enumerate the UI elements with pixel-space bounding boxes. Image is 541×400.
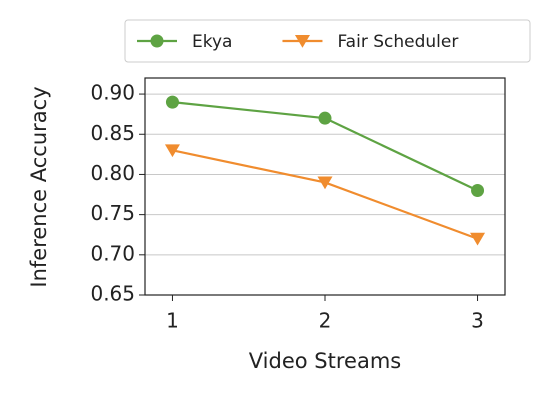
marker [318, 111, 332, 125]
y-tick-label: 0.75 [90, 201, 135, 225]
marker [317, 176, 333, 190]
marker [164, 144, 180, 158]
x-tick-label: 1 [166, 309, 179, 333]
x-axis-label: Video Streams [249, 349, 401, 373]
y-tick-label: 0.70 [90, 241, 135, 265]
y-tick-label: 0.85 [90, 121, 135, 145]
legend-box [124, 19, 531, 63]
series-line [172, 149, 478, 240]
x-tick-label: 3 [471, 309, 484, 333]
x-tick-label: 2 [319, 309, 332, 333]
y-tick-label: 0.65 [90, 282, 135, 306]
y-axis-label: Inference Accuracy [27, 86, 51, 287]
marker [165, 95, 179, 109]
marker [470, 232, 486, 246]
legend: Ekya Fair Scheduler [124, 19, 531, 63]
plot-frame [144, 77, 506, 296]
y-tick-label: 0.80 [90, 161, 135, 185]
legend-label: Fair Scheduler [337, 32, 458, 52]
legend-marker [150, 34, 164, 48]
marker [471, 184, 485, 198]
y-tick-label: 0.90 [90, 81, 135, 105]
legend-marker [294, 35, 310, 48]
legend-label: Ekya [192, 32, 232, 52]
